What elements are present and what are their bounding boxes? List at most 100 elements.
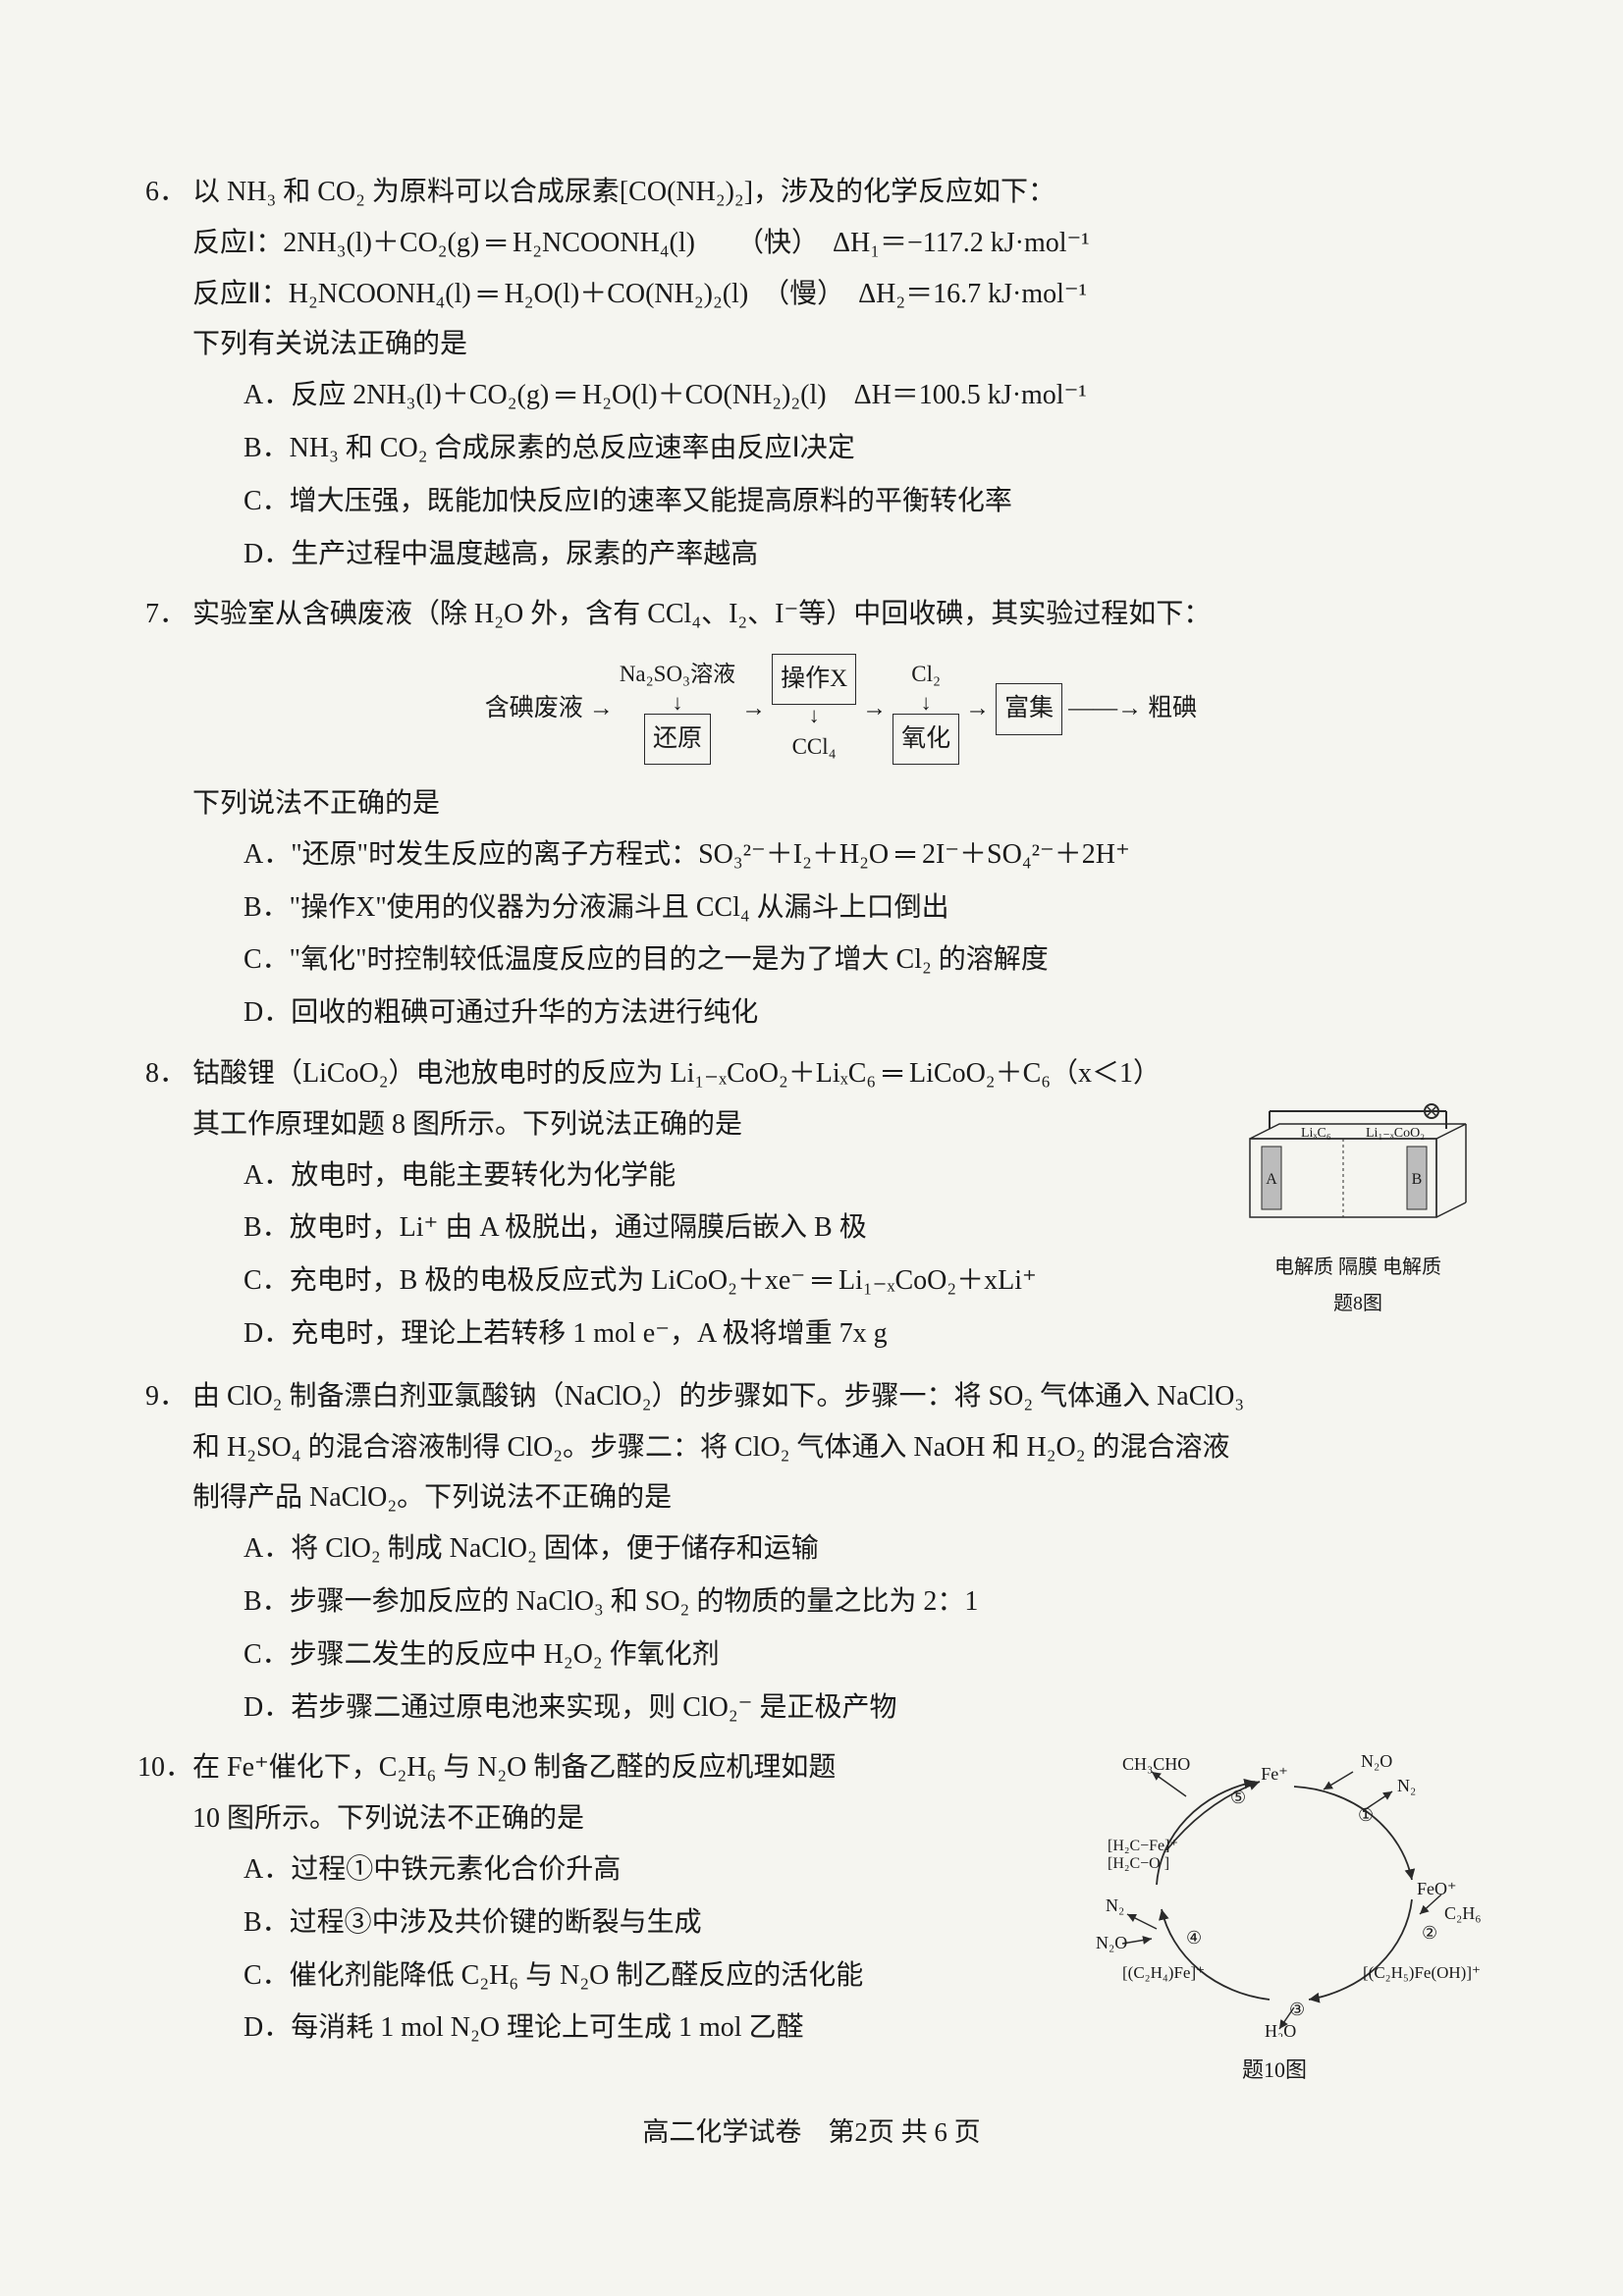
arrow-icon: → [862,686,887,731]
question-9: 9． 由 ClO₂ 制备漂白剂亚氯酸钠（NaClO₂）的步骤如下。步骤一：将 S… [137,1371,1486,1734]
q7-choice-c: C．"氧化"时控制较低温度反应的目的之一是为了增大 Cl₂ 的溶解度 [243,934,1486,986]
q10-choices: A．过程①中铁元素化合价升高 B．过程③中涉及共价键的断裂与生成 C．催化剂能降… [137,1844,1054,2054]
q9-line1: 和 H₂SO₄ 的混合溶液制得 ClO₂。步骤二：将 ClO₂ 气体通入 NaO… [137,1422,1486,1473]
q8-fig-caption: 题8图 [1230,1286,1486,1322]
q10-choice-b: B．过程③中涉及共价键的断裂与生成 [243,1897,1054,1949]
flow-col-2: 操作X ↓ CCl₄ [772,654,856,765]
q7-choice-d: D．回收的粗碘可通过升华的方法进行纯化 [243,988,1486,1039]
q8-choice-b: B．放电时，Li⁺ 由 A 极脱出，通过隔膜后嵌入 B 极 [243,1202,1211,1254]
q6-choice-d: D．生产过程中温度越高，尿素的产率越高 [243,529,1486,580]
q8-left: 其工作原理如题 8 图所示。下列说法正确的是 A．放电时，电能主要转化为化学能 … [137,1099,1211,1362]
arrow-icon: → [965,686,990,731]
svg-text:N₂: N₂ [1106,1896,1124,1915]
q6-choices: A．反应 2NH₃(l)＋CO₂(g) ═ H₂O(l)＋CO(NH₂)₂(l)… [137,370,1486,579]
svg-text:⑤: ⑤ [1230,1788,1246,1807]
svg-text:③: ③ [1289,2000,1305,2019]
q9-number: 9． [137,1371,192,1422]
electrode-b-label: B [1412,1171,1423,1188]
q8-figure: A B LiₓC₆ Li₁₋ₓCoO₂ 电解质 隔膜 电解质 题8图 [1230,1099,1486,1362]
arrow-icon: ——→ [1068,686,1142,731]
q9-choice-b: B．步骤一参加反应的 NaClO₃ 和 SO₂ 的物质的量之比为 2：1 [243,1576,1486,1628]
svg-text:[(C₂H₄)Fe]⁺: [(C₂H₄)Fe]⁺ [1122,1963,1205,1982]
q8-stem-row: 8． 钴酸锂（LiCoO₂）电池放电时的反应为 Li₁₋ₓCoO₂＋LiₓC₆ … [137,1048,1486,1099]
question-10: 10． 在 Fe⁺催化下，C₂H₆ 与 N₂O 制备乙醛的反应机理如题 10 图… [137,1742,1486,2090]
q10-wrap: 10． 在 Fe⁺催化下，C₂H₆ 与 N₂O 制备乙醛的反应机理如题 10 图… [137,1742,1486,2090]
q9-choice-a: A．将 ClO₂ 制成 NaClO₂ 固体，便于储存和运输 [243,1523,1486,1575]
q9-stem-row: 9． 由 ClO₂ 制备漂白剂亚氯酸钠（NaClO₂）的步骤如下。步骤一：将 S… [137,1371,1486,1422]
q7-choice-b: B．"操作X"使用的仪器为分液漏斗且 CCl₄ 从漏斗上口倒出 [243,882,1486,934]
q10-figure: Fe⁺ N₂O N₂ FeO⁺ C₂H₆ [(C₂H₅)Fe(OH)]⁺ H₂O… [1063,1742,1486,2090]
q9-choice-c: C．步骤二发生的反应中 H₂O₂ 作氧化剂 [243,1629,1486,1681]
q6-stem-row: 6． 以 NH₃ 和 CO₂ 为原料可以合成尿素[CO(NH₂)₂]，涉及的化学… [137,167,1486,218]
q7-stem-row: 7． 实验室从含碘废液（除 H₂O 外，含有 CCl₄、I₂、I⁻等）中回收碘，… [137,589,1486,640]
down-arrow-icon: ↓ [672,692,682,714]
q9-stem: 由 ClO₂ 制备漂白剂亚氯酸钠（NaClO₂）的步骤如下。步骤一：将 SO₂ … [192,1371,1486,1422]
question-6: 6． 以 NH₃ 和 CO₂ 为原料可以合成尿素[CO(NH₂)₂]，涉及的化学… [137,167,1486,579]
q8-choice-a: A．放电时，电能主要转化为化学能 [243,1150,1211,1201]
svg-text:[H₂C−Fe]⁺: [H₂C−Fe]⁺ [1108,1838,1178,1854]
flow-box-1: 还原 [644,714,711,765]
arrow-icon: → [741,686,766,731]
q6-stem: 以 NH₃ 和 CO₂ 为原料可以合成尿素[CO(NH₂)₂]，涉及的化学反应如… [192,167,1486,218]
q10-stem: 在 Fe⁺催化下，C₂H₆ 与 N₂O 制备乙醛的反应机理如题 [192,1742,1054,1793]
q10-line1: 10 图所示。下列说法不正确的是 [137,1793,1054,1844]
q8-choice-d: D．充电时，理论上若转移 1 mol e⁻，A 极将增重 7x g [243,1308,1211,1360]
right-material-label: Li₁₋ₓCoO₂ [1366,1126,1425,1141]
q7-line2: 下列说法不正确的是 [137,778,1486,829]
svg-text:[(C₂H₅)Fe(OH)]⁺: [(C₂H₅)Fe(OH)]⁺ [1363,1963,1481,1982]
q10-choice-c: C．催化剂能降低 C₂H₆ 与 N₂O 制乙醛反应的活化能 [243,1950,1054,2002]
q10-choice-d: D．每消耗 1 mol N₂O 理论上可生成 1 mol 乙醛 [243,2002,1054,2054]
q8-fig-bottom: 电解质 隔膜 电解质 [1230,1250,1486,1286]
flow-input: 含碘废液 [485,686,583,731]
q9-choices: A．将 ClO₂ 制成 NaClO₂ 固体，便于储存和运输 B．步骤一参加反应的… [137,1523,1486,1733]
q7-choice-a: A．"还原"时发生反应的离子方程式：SO₃²⁻＋I₂＋H₂O ═ 2I⁻＋SO₄… [243,829,1486,881]
svg-text:①: ① [1358,1805,1374,1825]
q8-number: 8． [137,1048,192,1099]
battery-svg: A B LiₓC₆ Li₁₋ₓCoO₂ [1240,1099,1476,1237]
q8-choice-c: C．充电时，B 极的电极反应式为 LiCoO₂＋xe⁻ ═ Li₁₋ₓCoO₂＋… [243,1255,1211,1307]
q7-number: 7． [137,589,192,640]
q10-number: 10． [137,1742,192,1793]
flow-col-1: Na₂SO₃溶液 ↓ 还原 [620,654,735,765]
q10-left: 10． 在 Fe⁺催化下，C₂H₆ 与 N₂O 制备乙醛的反应机理如题 10 图… [137,1742,1054,2090]
q6-number: 6． [137,167,192,218]
q6-choice-b: B．NH₃ 和 CO₂ 合成尿素的总反应速率由反应Ⅰ决定 [243,423,1486,474]
flow-box-3: 氧化 [893,714,959,765]
svg-text:Fe⁺: Fe⁺ [1261,1764,1288,1784]
page-footer: 高二化学试卷 第2页 共 6 页 [137,2109,1486,2158]
q6-line2: 反应Ⅱ：H₂NCOONH₄(l) ═ H₂O(l)＋CO(NH₂)₂(l) （慢… [137,269,1486,320]
q9-line2: 制得产品 NaClO₂。下列说法不正确的是 [137,1472,1486,1523]
svg-text:CH₃CHO: CH₃CHO [1122,1754,1190,1774]
question-7: 7． 实验室从含碘废液（除 H₂O 外，含有 CCl₄、I₂、I⁻等）中回收碘，… [137,589,1486,1039]
q6-choice-a: A．反应 2NH₃(l)＋CO₂(g) ═ H₂O(l)＋CO(NH₂)₂(l)… [243,370,1486,421]
flow-box-2: 操作X [772,654,856,705]
q8-body-wrap: 其工作原理如题 8 图所示。下列说法正确的是 A．放电时，电能主要转化为化学能 … [137,1099,1486,1362]
down-arrow-icon: ↓ [921,692,932,714]
q9-choice-d: D．若步骤二通过原电池来实现，则 ClO₂⁻ 是正极产物 [243,1682,1486,1734]
svg-text:②: ② [1422,1923,1437,1943]
down-arrow-icon: ↓ [809,705,820,726]
q8-stem: 钴酸锂（LiCoO₂）电池放电时的反应为 Li₁₋ₓCoO₂＋LiₓC₆ ═ L… [192,1048,1486,1099]
svg-text:④: ④ [1186,1928,1202,1948]
svg-text:N₂: N₂ [1397,1776,1416,1795]
flow-col-3: Cl₂ ↓ 氧化 [893,654,959,765]
svg-text:H₂O: H₂O [1265,2021,1296,2037]
q7-stem: 实验室从含碘废液（除 H₂O 外，含有 CCl₄、I₂、I⁻等）中回收碘，其实验… [192,589,1486,640]
svg-text:[H₂C−O ]: [H₂C−O ] [1108,1855,1169,1872]
q6-line1: 反应Ⅰ：2NH₃(l)＋CO₂(g) ═ H₂NCOONH₄(l) （快） ΔH… [137,218,1486,269]
q6-line3: 下列有关说法正确的是 [137,319,1486,370]
q8-line1: 其工作原理如题 8 图所示。下列说法正确的是 [137,1099,1211,1150]
q8-choices: A．放电时，电能主要转化为化学能 B．放电时，Li⁺ 由 A 极脱出，通过隔膜后… [137,1150,1211,1360]
svg-text:C₂H₆: C₂H₆ [1444,1903,1481,1923]
svg-text:FeO⁺: FeO⁺ [1417,1879,1457,1898]
svg-text:N₂O: N₂O [1096,1933,1127,1952]
flow-box-4: 富集 [996,683,1062,734]
q10-choice-a: A．过程①中铁元素化合价升高 [243,1844,1054,1896]
flow-bot-label: CCl₄ [792,726,837,769]
flow-output: 粗碘 [1148,686,1197,731]
q7-choices: A．"还原"时发生反应的离子方程式：SO₃²⁻＋I₂＋H₂O ═ 2I⁻＋SO₄… [137,829,1486,1039]
q10-stem-row: 10． 在 Fe⁺催化下，C₂H₆ 与 N₂O 制备乙醛的反应机理如题 [137,1742,1054,1793]
question-8: 8． 钴酸锂（LiCoO₂）电池放电时的反应为 Li₁₋ₓCoO₂＋LiₓC₆ … [137,1048,1486,1362]
electrode-a-label: A [1266,1171,1277,1188]
left-material-label: LiₓC₆ [1301,1126,1331,1141]
